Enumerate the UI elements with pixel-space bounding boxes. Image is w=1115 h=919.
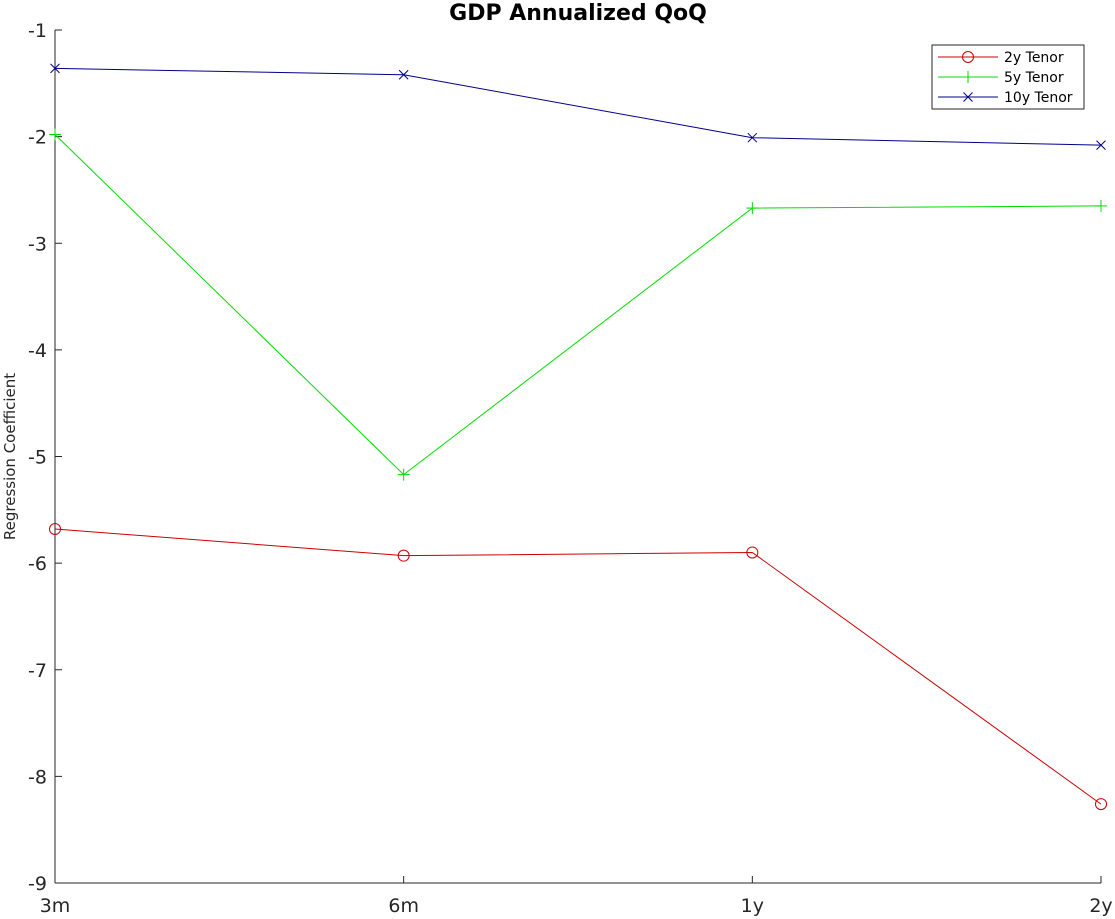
y-tick-label: -8 xyxy=(28,766,47,788)
data-point-5y-tenor xyxy=(397,468,410,481)
y-tick-label: -5 xyxy=(28,447,47,469)
data-point-5y-tenor xyxy=(49,128,61,141)
data-point-10y-tenor-b xyxy=(50,63,60,74)
y-tick-label: -6 xyxy=(28,553,47,575)
data-point-5y-tenor xyxy=(746,202,759,215)
y-tick-label: -3 xyxy=(28,233,47,255)
legend-swatch-marker xyxy=(963,92,973,102)
data-point-10y-tenor xyxy=(50,63,60,74)
legend-item-2y-tenor: 2y Tenor xyxy=(938,50,1064,66)
y-tick-label: -9 xyxy=(28,873,47,895)
data-point-10y-tenor-b xyxy=(398,69,409,80)
data-point-2y-tenor xyxy=(397,549,410,562)
legend: 2y Tenor 5y Tenor 10y Tenor xyxy=(931,44,1085,110)
x-tick-label: 3m xyxy=(40,895,71,917)
legend-label: 5y Tenor xyxy=(1004,70,1064,86)
legend-item-5y-tenor: 5y Tenor xyxy=(938,70,1064,86)
y-tick-label: -2 xyxy=(28,127,47,149)
y-axis-label: Regression Coefficient xyxy=(1,373,19,540)
series-line-2y-tenor xyxy=(54,528,1102,805)
series-2y-tenor xyxy=(49,523,1107,811)
data-point-10y-tenor xyxy=(398,69,409,80)
data-point-10y-tenor xyxy=(1096,140,1106,151)
chart-title: GDP Annualized QoQ xyxy=(449,1,707,26)
series-10y-tenor xyxy=(50,63,1106,151)
x-tick-label: 2y xyxy=(1089,895,1112,917)
data-point-2y-tenor xyxy=(49,523,61,536)
series-line-5y-tenor xyxy=(54,134,1102,476)
y-tick-label: -1 xyxy=(28,20,47,42)
series-5y-tenor xyxy=(49,128,1107,481)
legend-item-10y-tenor: 10y Tenor xyxy=(938,90,1073,106)
data-point-2y-tenor xyxy=(1095,798,1107,811)
data-point-2y-tenor xyxy=(746,546,759,559)
data-point-10y-tenor-b xyxy=(1096,140,1106,151)
x-axis-ticks: 3m 6m 1y 2y xyxy=(40,876,1113,917)
legend-label: 2y Tenor xyxy=(1004,50,1064,66)
series-line-10y-tenor xyxy=(54,67,1102,146)
legend-swatch-marker xyxy=(962,51,974,63)
data-point-5y-tenor xyxy=(1095,199,1107,212)
data-point-10y-tenor xyxy=(747,132,758,143)
y-tick-label: -4 xyxy=(28,340,47,362)
series-layer xyxy=(49,63,1107,811)
x-tick-label: 6m xyxy=(388,895,419,917)
legend-swatch-marker xyxy=(962,71,974,83)
y-axis-ticks: -9 -8 -7 -6 -5 -4 -3 -2 -1 xyxy=(28,20,62,895)
legend-swatch-marker-b xyxy=(963,92,973,102)
y-tick-label: -7 xyxy=(28,660,47,682)
data-point-10y-tenor-b xyxy=(747,132,758,143)
legend-label: 10y Tenor xyxy=(1004,90,1073,106)
x-tick-label: 1y xyxy=(741,895,764,917)
axes xyxy=(54,30,1101,884)
